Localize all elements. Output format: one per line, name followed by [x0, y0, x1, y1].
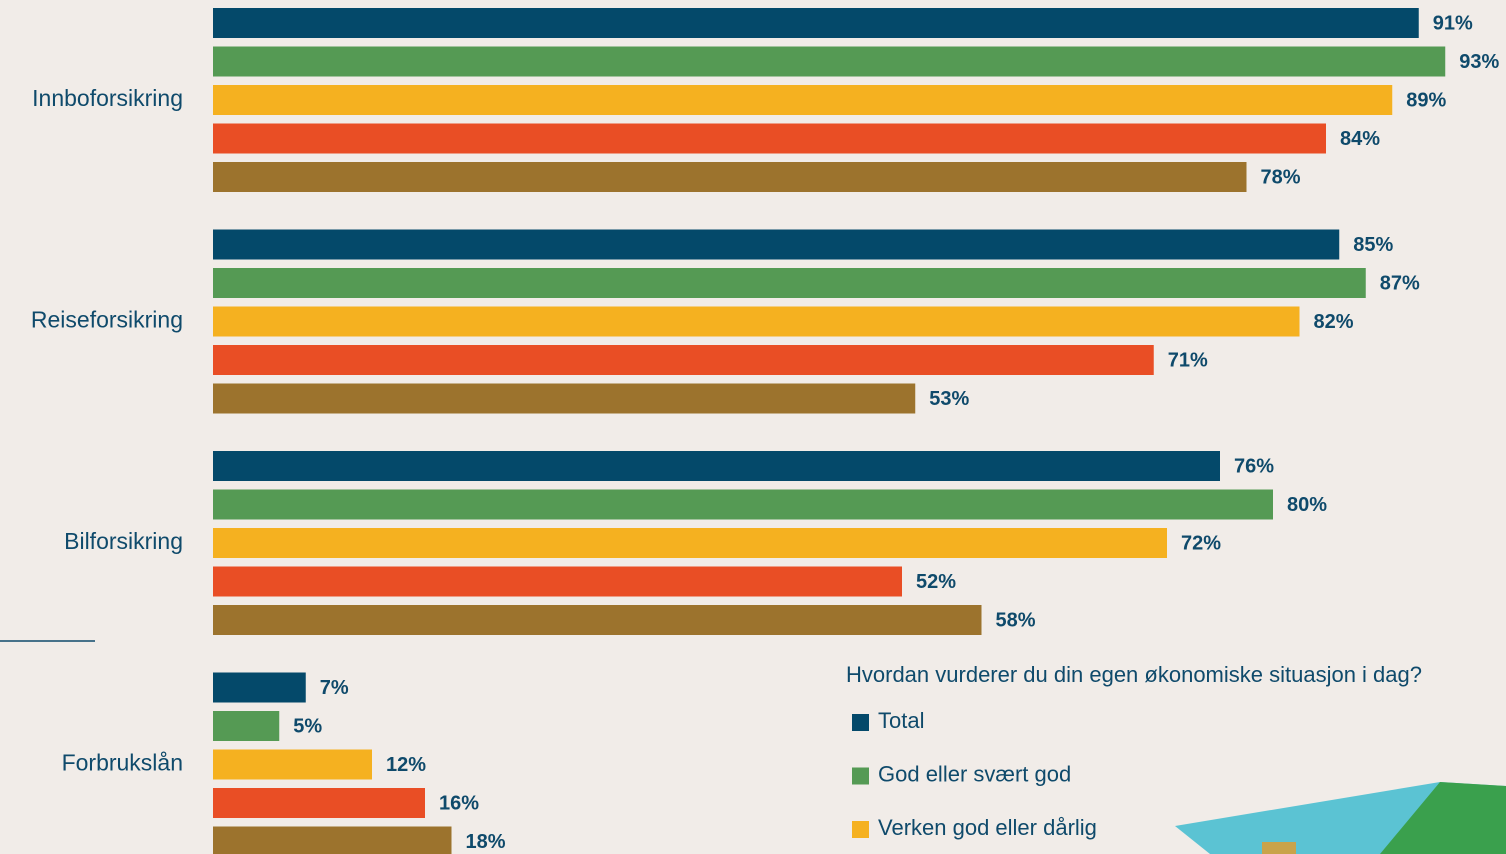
bar: [213, 123, 1326, 154]
bar: [213, 306, 1300, 337]
bar: [213, 268, 1366, 298]
value-label: 18%: [466, 831, 506, 853]
bar: [213, 383, 916, 414]
value-label: 71%: [1168, 349, 1208, 371]
value-label: 12%: [386, 754, 426, 776]
value-label: 87%: [1380, 272, 1420, 294]
value-label: 5%: [293, 715, 322, 737]
category-label: Forbrukslån: [62, 750, 183, 776]
value-label: 93%: [1459, 51, 1499, 73]
bar: [213, 605, 982, 635]
bar: [213, 46, 1446, 77]
card-illustration: [1175, 782, 1506, 854]
value-label: 84%: [1340, 128, 1380, 150]
value-label: 91%: [1433, 12, 1473, 34]
legend-label: Total: [878, 708, 924, 733]
value-label: 85%: [1353, 234, 1393, 256]
value-label: 82%: [1314, 311, 1354, 333]
bar: [213, 672, 306, 703]
bar: [213, 162, 1247, 192]
bar: [213, 788, 425, 818]
value-label: 78%: [1261, 166, 1301, 188]
value-label: 7%: [320, 677, 349, 699]
bar: [213, 749, 372, 780]
bar: [213, 8, 1419, 38]
bar: [213, 489, 1273, 520]
value-label: 16%: [439, 792, 479, 814]
value-label: 72%: [1181, 532, 1221, 554]
bar: [213, 528, 1167, 558]
legend-swatch: [852, 767, 869, 785]
value-label: 52%: [916, 571, 956, 593]
value-label: 58%: [996, 609, 1036, 631]
category-label: Innboforsikring: [32, 85, 183, 111]
legend-label: Verken god eller dårlig: [878, 815, 1097, 840]
bar: [213, 711, 280, 741]
value-label: 89%: [1406, 89, 1446, 111]
value-label: 80%: [1287, 494, 1327, 516]
value-label: 76%: [1234, 455, 1274, 477]
bar: [213, 85, 1393, 115]
bar: [213, 826, 452, 854]
bar: [213, 229, 1340, 260]
legend-title: Hvordan vurderer du din egen økonomiske …: [846, 662, 1422, 687]
bar: [213, 451, 1220, 481]
category-label: Reiseforsikring: [31, 307, 183, 333]
category-label: Bilforsikring: [64, 528, 183, 554]
value-label: 53%: [929, 388, 969, 410]
bar: [213, 566, 902, 597]
bar: [213, 345, 1154, 375]
legend-swatch: [852, 714, 869, 731]
legend-swatch: [852, 821, 869, 838]
legend-label: God eller svært god: [878, 761, 1071, 786]
